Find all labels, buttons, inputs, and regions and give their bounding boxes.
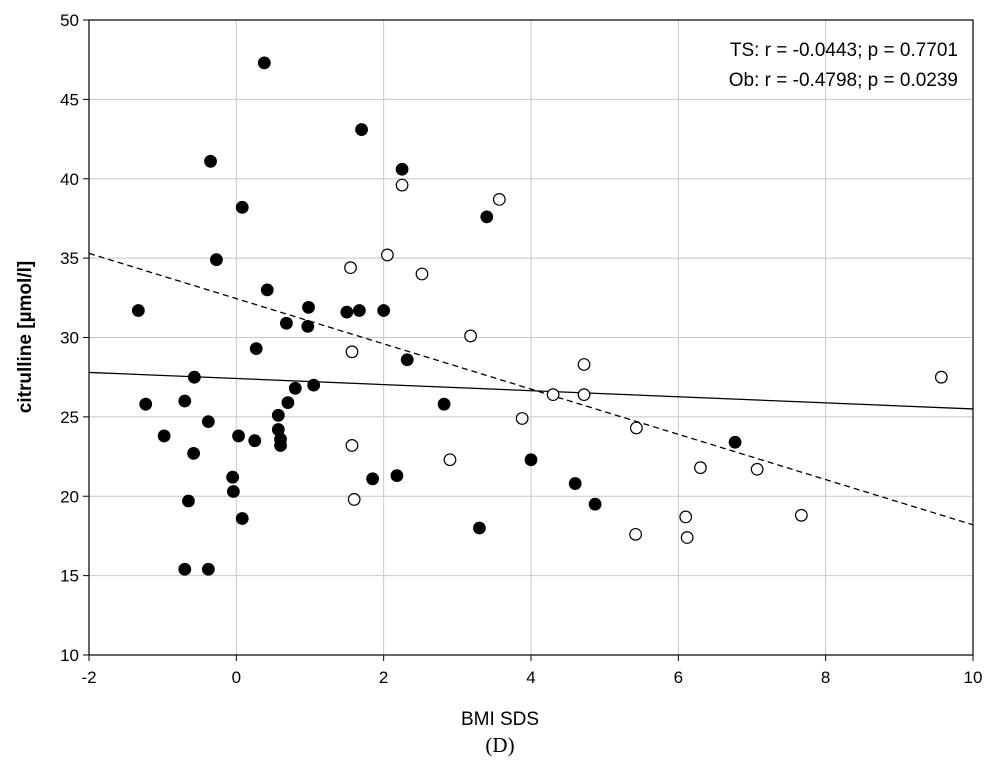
data-points <box>131 56 948 576</box>
panel-label: (D) <box>485 733 514 757</box>
point-filled <box>480 210 494 224</box>
point-filled <box>568 477 582 490</box>
point-filled <box>235 512 249 525</box>
point-filled <box>473 521 486 535</box>
point-filled <box>157 429 171 443</box>
point-filled <box>274 439 287 452</box>
point-open <box>694 461 707 475</box>
y-axis-title: citrulline [µmol/l] <box>15 261 36 413</box>
x-tick-label: 2 <box>379 668 388 687</box>
point-filled <box>249 342 263 356</box>
point-filled <box>232 429 245 443</box>
y-tick-label: 30 <box>60 329 79 348</box>
stats-text-ts: TS: r = -0.0443; p = 0.7701 <box>730 40 958 61</box>
point-filled <box>352 304 366 317</box>
point-filled <box>340 305 354 319</box>
point-filled <box>288 381 302 395</box>
y-tick-label: 20 <box>60 487 79 506</box>
point-filled <box>307 378 321 392</box>
x-tick-label: 10 <box>964 668 983 687</box>
regression-line-dashed <box>88 252 974 526</box>
point-filled <box>235 200 249 214</box>
y-tick-label: 50 <box>60 11 79 30</box>
axis-ticks: -2 0 2 4 6 8 10 10 15 20 25 30 35 40 45 50 <box>60 11 982 687</box>
point-filled <box>301 319 315 333</box>
point-filled <box>187 370 201 384</box>
point-filled <box>728 435 742 449</box>
point-filled <box>280 316 293 330</box>
point-open <box>546 388 560 402</box>
point-filled <box>131 304 145 317</box>
point-filled <box>400 353 414 367</box>
y-tick-label: 25 <box>60 408 79 427</box>
point-filled <box>281 396 295 409</box>
point-open <box>577 358 591 371</box>
point-filled <box>178 394 192 408</box>
point-open <box>345 439 359 452</box>
point-filled <box>187 446 201 460</box>
x-tick-label: 4 <box>526 668 535 687</box>
point-filled <box>302 300 315 314</box>
point-open <box>680 531 694 544</box>
point-filled <box>226 485 240 498</box>
x-tick-label: 6 <box>674 668 683 687</box>
y-tick-label: 15 <box>60 567 79 586</box>
point-filled <box>377 304 391 317</box>
point-filled <box>588 497 602 511</box>
point-open <box>345 345 359 359</box>
point-open <box>395 178 409 192</box>
point-filled <box>390 469 404 483</box>
x-axis-title: BMI SDS <box>461 709 539 730</box>
point-open <box>380 248 394 262</box>
point-filled <box>201 415 215 429</box>
point-open <box>492 192 506 206</box>
grid <box>89 20 973 655</box>
point-filled <box>204 154 217 168</box>
x-tick-label: -2 <box>81 668 96 687</box>
point-open <box>934 370 948 384</box>
point-open <box>443 453 457 467</box>
point-filled <box>182 494 195 508</box>
point-filled <box>201 562 215 576</box>
point-open <box>515 412 529 425</box>
point-filled <box>355 123 368 136</box>
point-filled <box>395 162 409 176</box>
point-filled <box>260 283 274 297</box>
point-filled <box>210 253 223 267</box>
regression-line-solid <box>88 371 974 410</box>
y-tick-label: 10 <box>60 646 79 665</box>
stats-text-ob: Ob: r = -0.4798; p = 0.0239 <box>729 70 958 91</box>
point-open <box>629 527 643 541</box>
point-filled <box>271 408 285 422</box>
point-open <box>577 388 591 402</box>
point-filled <box>178 562 192 576</box>
point-filled <box>366 472 380 486</box>
point-filled <box>139 397 153 411</box>
point-open <box>629 421 643 435</box>
point-open <box>344 261 357 275</box>
point-open <box>794 508 808 522</box>
x-tick-label: 8 <box>821 668 830 687</box>
point-filled <box>524 453 538 467</box>
fit-lines <box>88 252 974 526</box>
x-tick-label: 0 <box>232 668 241 687</box>
point-open <box>464 329 477 343</box>
point-open <box>750 462 764 476</box>
y-tick-label: 35 <box>60 249 79 268</box>
point-filled <box>248 434 262 448</box>
point-filled <box>257 56 271 70</box>
y-tick-label: 45 <box>60 90 79 109</box>
point-filled <box>226 470 240 484</box>
y-tick-label: 40 <box>60 170 79 189</box>
point-open <box>679 510 693 524</box>
point-open <box>347 493 361 506</box>
point-open <box>415 267 429 281</box>
point-filled <box>437 397 451 411</box>
